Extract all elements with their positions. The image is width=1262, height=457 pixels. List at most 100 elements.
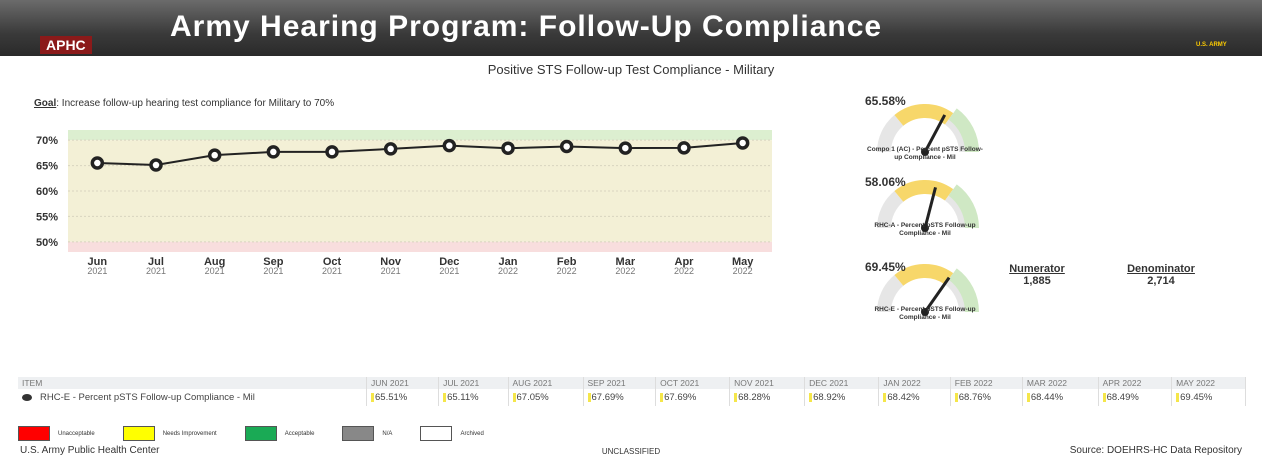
point [383, 142, 398, 156]
y-tick-label: 50% [36, 237, 58, 249]
table-header-cell: OCT 2021 [655, 377, 731, 389]
point [735, 136, 750, 150]
cell-status [954, 392, 958, 402]
y-tick-label: 60% [36, 186, 58, 198]
y-tick-label: 55% [36, 211, 58, 223]
cell-status [512, 392, 516, 402]
gauge-hub [921, 308, 929, 316]
table-header-cell: NOV 2021 [729, 377, 806, 389]
table-cell: 68.49% [1098, 389, 1173, 406]
gauge-caption: RHC-A - Percent pSTS Follow-up Complianc… [874, 222, 976, 237]
goal: Goal: Increase follow-up hearing test co… [34, 98, 334, 109]
cell-status [587, 392, 591, 402]
y-tick-label: 70% [36, 135, 58, 147]
legend-label: Archived [460, 430, 484, 437]
army-badge: U.S. ARMY [1196, 42, 1227, 48]
x-tick-label: Dec 2021 [439, 256, 459, 276]
legend-item: Unacceptable [18, 426, 109, 441]
cell-status [734, 392, 738, 402]
cell-text: 67.69% [664, 392, 697, 403]
table-cell: 67.05% [508, 389, 584, 406]
table-header-cell: SEP 2021 [583, 377, 657, 389]
point [677, 141, 691, 155]
header-bar [0, 0, 1262, 56]
gauge-arc [877, 115, 904, 153]
cell-status [883, 392, 887, 402]
legend-swatch [420, 426, 453, 441]
table-header-cell: ITEM [18, 377, 367, 389]
legend-label: Acceptable [284, 430, 315, 437]
legend-swatch [244, 426, 277, 441]
cell-status [443, 392, 447, 402]
cell-text: 65.51% [375, 392, 408, 403]
gauge-arc [877, 275, 904, 313]
gauge-value-label: 58.06% [865, 175, 906, 189]
gauge-value-label: 69.45% [865, 260, 906, 274]
gauge-arc [948, 184, 979, 229]
table-header-cell: APR 2022 [1098, 377, 1173, 389]
cell-text: RHC-E - Percent pSTS Follow-up Complianc… [40, 392, 255, 403]
x-tick-label: May 2022 [732, 256, 754, 276]
legend-swatch [122, 426, 155, 441]
cell-status [371, 392, 374, 402]
logo: APHC [40, 36, 92, 54]
gauge-arc [894, 264, 954, 287]
table-cell: 68.42% [878, 389, 951, 406]
point [149, 158, 163, 172]
point [266, 145, 281, 159]
x-tick-label: Nov 2021 [380, 256, 402, 276]
table-cell: RHC-E - Percent pSTS Follow-up Complianc… [18, 389, 367, 406]
point [618, 141, 633, 155]
line [97, 141, 743, 167]
legend-item: N/A [342, 426, 406, 441]
footer-right: Source: DOEHRS-HC Data Repository [1069, 445, 1242, 456]
row-dot [22, 393, 32, 401]
legend-item: Needs Improvement [122, 426, 231, 441]
goal-label: Goal [34, 98, 57, 109]
goal-text: : Increase follow-up hearing test compli… [56, 98, 335, 109]
table-header-cell: MAY 2022 [1171, 377, 1246, 389]
table-body: RHC-E - Percent pSTS Follow-up Complianc… [18, 389, 1246, 406]
cell-text: 68.42% [887, 392, 920, 403]
table-row: RHC-E - Percent pSTS Follow-up Complianc… [18, 389, 1246, 406]
denominator-value: 2,714 [1147, 275, 1175, 287]
cell-text: 68.49% [1106, 392, 1139, 403]
chart: 50% 55% 60% 65% 70% Jun 2021 Jul 2021 Aug 2021 Sep 2… [36, 104, 979, 316]
table-header-cell: JUL 2021 [438, 377, 509, 389]
y-tick-label: 65% [36, 161, 58, 173]
cell-status [1026, 392, 1030, 402]
cell-status [809, 392, 813, 402]
denominator-label: Denominator [1127, 263, 1195, 275]
cell-text: 68.44% [1030, 392, 1064, 403]
gauge-arc [894, 180, 954, 203]
table-header-cell: JAN 2022 [878, 377, 951, 389]
x-tick-label: Sep 2021 [263, 256, 283, 276]
x-tick-label: Mar 2022 [615, 256, 636, 276]
footer-center: UNCLASSIFIED [601, 447, 661, 456]
x-tick-label: Apr 2022 [674, 256, 694, 276]
legend-label: Needs Improvement [162, 430, 217, 437]
table-cell: 68.76% [950, 389, 1023, 406]
denominator: Denominator 2,714 [1106, 263, 1216, 287]
cell-text: 69.45% [1180, 392, 1213, 403]
legend-label: Unacceptable [58, 430, 95, 437]
x-tick-label: Jan 2022 [498, 256, 518, 276]
cell-text: 68.28% [738, 392, 771, 403]
x-tick-label: Aug 2021 [204, 256, 225, 276]
table-header-cell: DEC 2021 [804, 377, 880, 389]
table-cell: 65.51% [366, 389, 440, 406]
cell-text: 68.76% [958, 392, 991, 403]
x-tick-label: Jun 2021 [87, 256, 107, 276]
x-tick-label: Oct 2021 [322, 256, 342, 276]
gauge-arc [948, 108, 979, 153]
band-unacceptable [68, 241, 772, 252]
page-title: Army Hearing Program: Follow-Up Complian… [170, 10, 883, 43]
table-header-cell: MAR 2022 [1022, 377, 1099, 389]
cell-text: 67.05% [516, 392, 549, 403]
point [207, 148, 222, 162]
footer-left: U.S. Army Public Health Center [20, 445, 160, 456]
numerator-value: 1,885 [1023, 275, 1051, 287]
table-cell: 67.69% [583, 389, 657, 406]
legend-label: N/A [382, 430, 393, 437]
